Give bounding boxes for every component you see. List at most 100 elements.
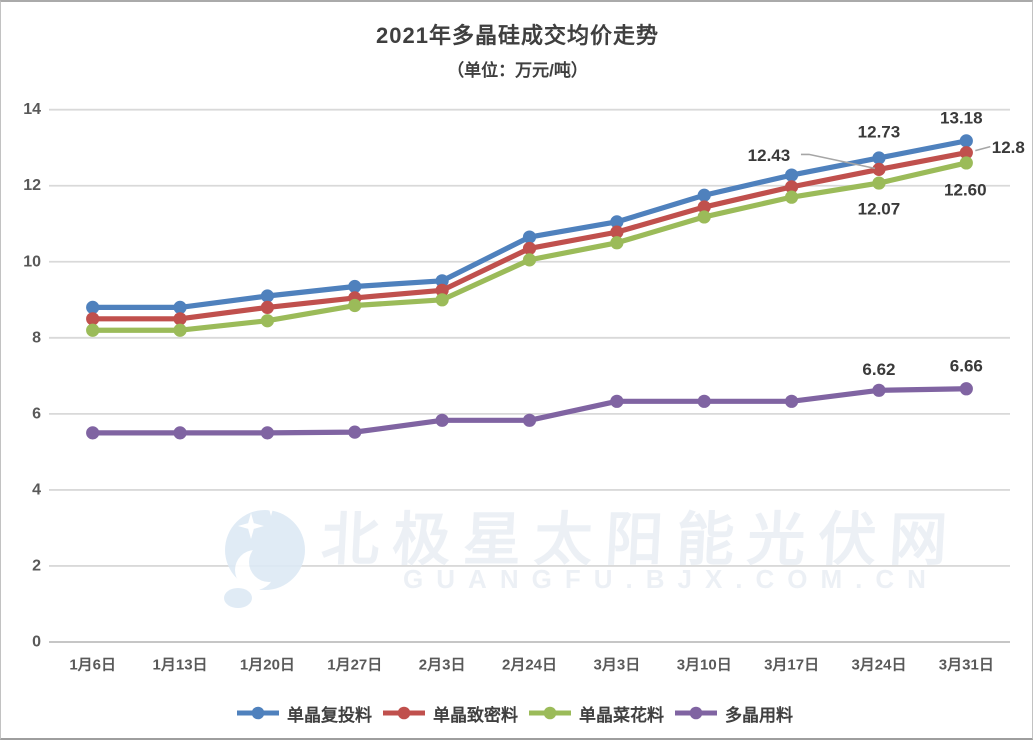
legend-label: 多晶用料 [725, 705, 793, 725]
x-tick-label: 1月27日 [327, 657, 382, 674]
data-point-marker [348, 279, 362, 294]
data-point-marker [260, 289, 275, 303]
x-tick-label: 1月6日 [69, 657, 116, 674]
data-point-marker [610, 225, 624, 239]
legend-line-marker-swatch [383, 706, 425, 720]
x-tick-label: 2月3日 [419, 657, 466, 674]
data-point-marker [610, 215, 624, 229]
data-point-marker [784, 180, 799, 194]
data-point-marker [435, 413, 449, 427]
data-label: 12.8 [992, 138, 1025, 157]
legend-item-2: 单晶菜花料 [528, 701, 670, 726]
legend-item-0: 单晶复投料 [236, 701, 378, 726]
data-point-marker [260, 426, 275, 440]
y-tick-label: 8 [32, 329, 41, 346]
legend-label: 单晶致密料 [433, 705, 518, 725]
data-point-marker [260, 314, 275, 328]
y-tick-label: 14 [23, 101, 41, 118]
data-point-marker [86, 300, 100, 315]
data-point-marker [959, 146, 973, 160]
legend-label: 单晶复投料 [287, 705, 372, 725]
data-point-marker [872, 162, 886, 176]
legend-item-1: 单晶致密料 [382, 701, 524, 726]
data-point-marker [959, 134, 973, 148]
data-point-marker [173, 312, 187, 326]
y-tick-label: 6 [32, 405, 41, 422]
y-tick-label: 10 [23, 253, 41, 270]
data-label: 12.60 [944, 180, 987, 199]
data-point-marker [173, 426, 187, 440]
data-point-marker [348, 425, 362, 439]
x-tick-label: 3月3日 [594, 657, 641, 674]
legend-line-marker-swatch [237, 706, 279, 720]
data-point-marker [86, 323, 100, 337]
legend-swatch-dot [397, 706, 411, 720]
y-tick-label: 12 [23, 177, 41, 194]
x-tick-label: 3月10日 [677, 657, 732, 674]
data-label: 12.43 [748, 146, 791, 165]
star-icon [264, 502, 278, 516]
x-tick-label: 3月17日 [764, 657, 819, 674]
legend-label: 单晶菜花料 [579, 705, 664, 725]
chart-title: 2021年多晶硅成交均价走势 [376, 23, 659, 48]
x-tick-label: 1月13日 [153, 657, 208, 674]
data-point-marker [610, 394, 624, 408]
data-point-marker [522, 413, 537, 427]
legend-swatch-dot [543, 706, 557, 720]
x-tick-label: 3月31日 [939, 657, 994, 674]
data-point-marker [784, 190, 799, 204]
data-point-marker [610, 236, 624, 250]
series-line-0 [90, 138, 969, 311]
data-point-marker [697, 200, 711, 214]
legend-swatch-dot [689, 706, 703, 720]
x-tick-label: 1月20日 [240, 657, 295, 674]
watermark-text-en: GUANGFU.BJX.COM.CN [403, 564, 939, 594]
moon-shape [249, 542, 289, 582]
data-point-marker [959, 382, 973, 396]
label-leader-line [800, 153, 876, 170]
label-leader-line [975, 145, 991, 152]
data-point-marker [697, 394, 711, 408]
data-point-marker [522, 253, 537, 267]
data-point-marker [697, 210, 711, 224]
y-tick-label: 2 [32, 557, 41, 574]
data-point-marker [872, 151, 886, 165]
x-tick-label: 3月24日 [851, 657, 906, 674]
watermark-text-cn: 北极星太阳能光伏网 [320, 508, 962, 573]
data-label: 13.18 [940, 108, 983, 127]
data-point-marker [872, 383, 886, 397]
data-point-marker [86, 426, 100, 440]
data-point-marker [260, 300, 275, 315]
data-point-marker [173, 323, 187, 337]
legend-line-marker-swatch [529, 706, 571, 720]
y-tick-label: 0 [32, 634, 41, 651]
data-point-marker [173, 300, 187, 315]
data-point-marker [872, 176, 886, 190]
y-tick-label: 4 [32, 481, 41, 498]
data-point-marker [959, 156, 973, 170]
data-point-marker [522, 241, 537, 256]
logo-blob [224, 588, 252, 608]
data-point-marker [784, 168, 799, 182]
data-point-marker [697, 188, 711, 202]
legend-item-3: 多晶用料 [674, 701, 799, 726]
x-tick-label: 2月24日 [502, 657, 557, 674]
data-point-marker [86, 312, 100, 326]
data-point-marker [522, 230, 537, 244]
data-point-marker [435, 283, 449, 297]
data-label: 12.73 [858, 122, 901, 141]
data-label: 6.66 [950, 356, 983, 375]
data-point-marker [435, 293, 449, 307]
legend-line-marker-swatch [675, 706, 717, 720]
data-point-marker [784, 394, 799, 408]
data-point-marker [435, 274, 449, 288]
data-point-marker [348, 298, 362, 313]
chart-unit-label: （单位：万元/吨） [447, 61, 588, 80]
data-label: 12.07 [858, 200, 901, 219]
legend-swatch-dot [251, 706, 265, 720]
data-label: 6.62 [862, 360, 895, 379]
star-icon [238, 513, 264, 539]
